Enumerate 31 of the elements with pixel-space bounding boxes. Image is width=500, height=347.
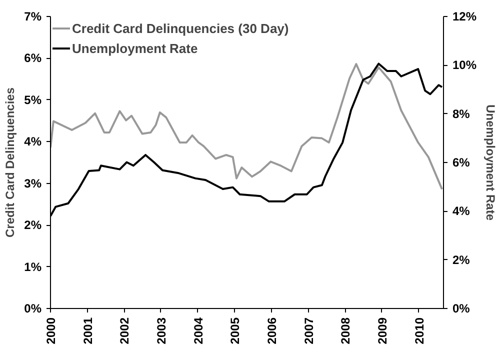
y-tick-label: 5% [24, 92, 42, 107]
y2-tick-label: 10% [452, 58, 477, 72]
x-tick-label: 2001 [80, 317, 95, 344]
y-tick-label: 0% [24, 302, 42, 316]
legend-label: Unemployment Rate [72, 40, 198, 56]
y2-tick-label: 2% [452, 252, 470, 267]
y-tick-label: 2% [24, 218, 42, 232]
x-tick-label: 2010 [412, 317, 426, 344]
y2-tick-label: 0% [452, 302, 470, 316]
y2-tick-label: 12% [452, 10, 477, 24]
x-tick-label: 2000 [44, 317, 58, 344]
x-tick-label: 2005 [228, 317, 242, 344]
x-tick-label: 2006 [264, 317, 279, 344]
y2-tick-label: 6% [452, 156, 470, 170]
y-axis-title: Credit Card Delinquencies [3, 87, 18, 238]
y-tick-label: 1% [24, 260, 42, 274]
y2-tick-label: 8% [452, 106, 470, 121]
y-tick-label: 3% [24, 176, 42, 190]
x-tick-label: 2003 [154, 317, 168, 344]
y2-tick-label: 4% [452, 204, 470, 218]
y-tick-label: 7% [24, 10, 42, 24]
x-tick-label: 2008 [338, 317, 353, 344]
x-tick-label: 2002 [118, 317, 132, 344]
y-tick-label: 6% [24, 51, 42, 66]
x-tick-label: 2004 [191, 317, 206, 344]
x-tick-label: 2009 [375, 317, 390, 344]
legend-label: Credit Card Delinquencies (30 Day) [72, 20, 289, 36]
y-tick-label: 4% [24, 134, 42, 149]
line-series [50, 63, 444, 190]
x-tick-label: 2007 [302, 317, 316, 344]
y2-axis-title: Unemployment Rate [484, 104, 498, 221]
